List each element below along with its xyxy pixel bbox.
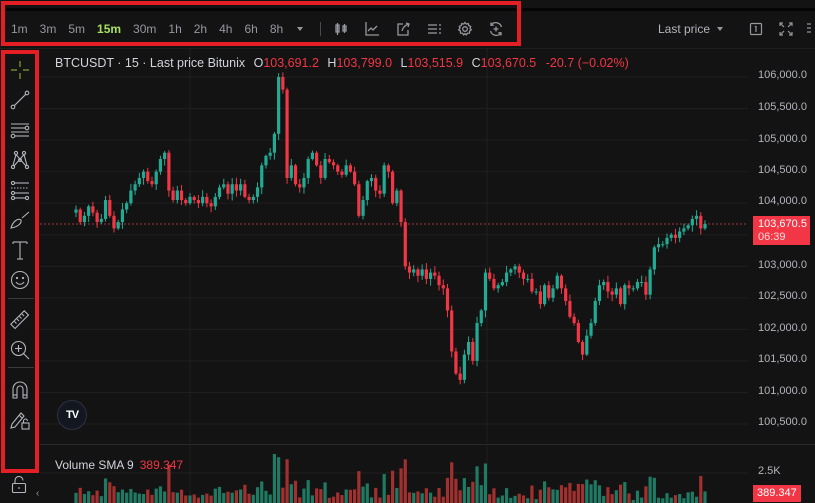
low-value: 103,515.9 [407, 56, 464, 70]
fib-retracement-icon [10, 180, 30, 201]
open-label: O [253, 56, 264, 70]
horizontal-lines-tool[interactable] [7, 117, 33, 143]
lock-drawings-tool[interactable] [7, 407, 33, 433]
high-value: 103,799.0 [336, 56, 393, 70]
layout-icon[interactable] [745, 18, 767, 40]
top-toolbar: 1m 3m 5m 15m 30m 1h 2h 4h 6h 8h Last pri… [0, 0, 815, 49]
volume-pane[interactable]: Volume SMA 9 389.347 [40, 444, 748, 503]
volume-tick: 2.5K [758, 465, 781, 477]
timeframe-dropdown-icon[interactable] [292, 20, 308, 38]
emoji-tool[interactable] [7, 267, 33, 293]
toolbar-strip [0, 8, 815, 11]
high-label: H [327, 56, 337, 70]
fib-tool[interactable] [7, 177, 33, 203]
templates-icon[interactable] [420, 18, 448, 40]
pattern-icon [10, 150, 30, 170]
price-tick: 104,500.0 [758, 164, 807, 176]
crosshair-tool[interactable] [7, 57, 33, 83]
collapse-sidebar-icon[interactable]: ‹ [36, 488, 40, 499]
price-tick: 101,000.0 [758, 385, 807, 397]
zoom-in-icon [10, 340, 30, 360]
settings-icon[interactable] [451, 18, 479, 40]
timeframe-2h[interactable]: 2h [193, 22, 208, 36]
price-axis[interactable]: 106,000.0 105,500.0 105,000.0 104,500.0 … [748, 49, 815, 443]
horizontal-lines-icon [10, 123, 30, 139]
right-toolbar: Last price [658, 18, 815, 40]
price-type-dropdown[interactable]: Last price [658, 22, 723, 36]
current-price-label: 103,670.5 06:39 [753, 216, 810, 245]
text-icon [12, 241, 28, 260]
brush-tool[interactable] [7, 207, 33, 233]
magnet-icon [12, 381, 28, 399]
trend-line-tool[interactable] [7, 87, 33, 113]
candles-icon[interactable] [327, 18, 355, 40]
open-value: 103,691.2 [263, 56, 319, 70]
close-label: C [471, 56, 481, 70]
timeframe-group: 1m 3m 5m 15m 30m 1h 2h 4h 6h 8h [6, 20, 513, 38]
volume-current-label: 389.347 [753, 485, 801, 502]
price-tick: 105,000.0 [758, 133, 807, 145]
toolbar-divider [320, 22, 322, 36]
fullscreen-icon[interactable] [775, 18, 797, 40]
volume-label[interactable]: Volume SMA 9 [55, 458, 134, 472]
tv-logo-glyph: TV [65, 409, 79, 421]
pattern-tool[interactable] [7, 147, 33, 173]
price-tick: 105,500.0 [758, 101, 807, 113]
text-tool[interactable] [7, 237, 33, 263]
timeframe-6h[interactable]: 6h [244, 22, 258, 36]
volume-sma-value: 389.347 [139, 458, 184, 472]
volume-axis[interactable]: 2.5K 389.347 [748, 444, 815, 503]
magnet-tool[interactable] [7, 377, 33, 403]
price-chart[interactable]: BTCUSDT · 15 · Last price Bitunix O103,6… [40, 49, 748, 443]
trend-line-icon [10, 90, 30, 110]
price-tick: 104,000.0 [758, 195, 807, 207]
timeframe-15m[interactable]: 15m [97, 22, 122, 36]
price-tick: 100,500.0 [758, 416, 807, 428]
price-tick: 101,500.0 [758, 353, 807, 365]
ohlc-legend: BTCUSDT · 15 · Last price Bitunix O103,6… [55, 56, 629, 70]
crosshair-icon [11, 61, 29, 79]
replay-icon[interactable] [482, 18, 510, 40]
emoji-icon [10, 270, 30, 290]
current-price: 103,670.5 [758, 218, 807, 230]
timeframe-8h[interactable]: 8h [269, 22, 284, 36]
indicators-icon[interactable] [358, 18, 386, 40]
share-icon[interactable] [389, 18, 417, 40]
bar-countdown: 06:39 [758, 231, 786, 243]
brush-icon [10, 211, 30, 229]
more-icon[interactable] [805, 18, 813, 40]
symbol-title[interactable]: BTCUSDT · 15 · Last price Bitunix [55, 56, 246, 70]
change-value: -20.7 (−0.02%) [545, 56, 629, 70]
price-tick: 102,000.0 [758, 322, 807, 334]
lock-icon[interactable] [11, 475, 27, 494]
timeframe-1h[interactable]: 1h [168, 22, 182, 36]
price-tick: 106,000.0 [758, 69, 807, 81]
drawing-toolbar: ‹ [0, 49, 40, 503]
close-value: 103,670.5 [480, 56, 537, 70]
zoom-in-tool[interactable] [7, 337, 33, 363]
candlestick-plot [40, 49, 748, 443]
tradingview-logo[interactable]: TV [57, 400, 87, 430]
sidebar-divider [8, 367, 34, 368]
timeframe-5m[interactable]: 5m [68, 22, 86, 36]
ruler-icon [10, 310, 30, 330]
volume-legend: Volume SMA 9 389.347 [55, 458, 183, 472]
price-tick: 102,500.0 [758, 290, 807, 302]
pencil-lock-icon [10, 412, 30, 430]
measure-tool[interactable] [7, 307, 33, 333]
volume-bars [40, 445, 748, 503]
timeframe-3m[interactable]: 3m [39, 22, 57, 36]
price-tick: 103,000.0 [758, 259, 807, 271]
timeframe-4h[interactable]: 4h [219, 22, 233, 36]
timeframe-30m[interactable]: 30m [133, 22, 157, 36]
sidebar-divider [8, 298, 34, 299]
timeframe-1m[interactable]: 1m [11, 22, 28, 36]
low-label: L [400, 56, 408, 70]
